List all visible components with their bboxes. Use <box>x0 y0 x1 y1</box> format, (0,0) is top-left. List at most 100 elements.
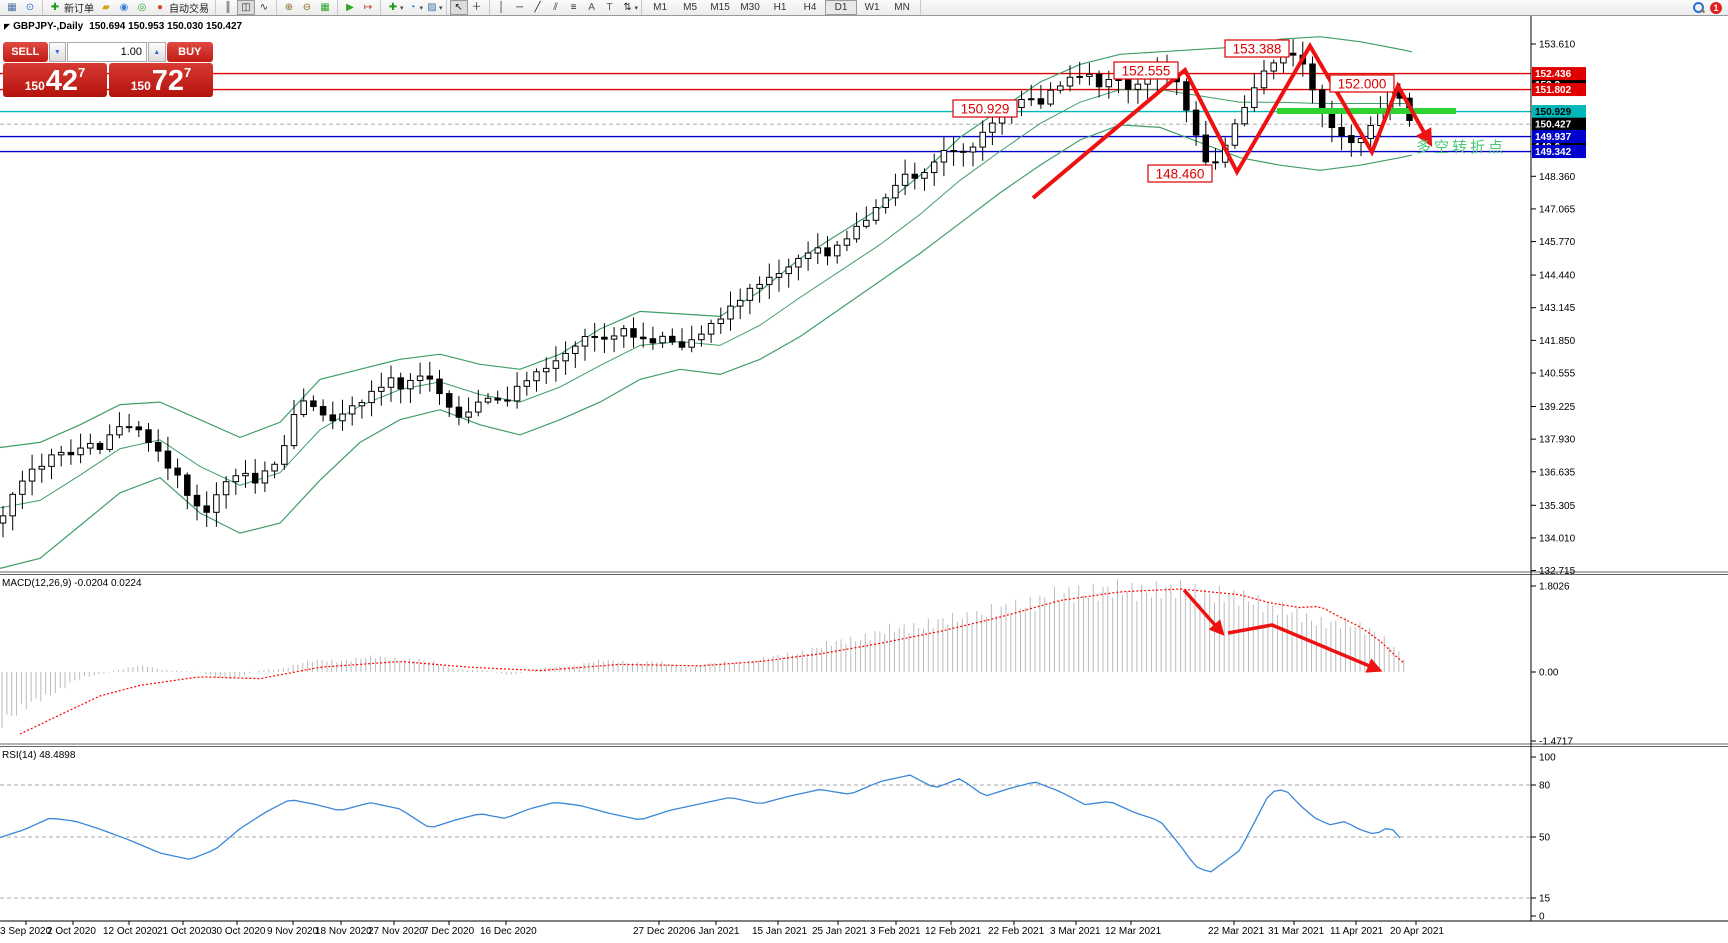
price-badge-text: 150.929 <box>1535 107 1572 118</box>
timeframe-button-M5[interactable]: M5 <box>683 2 698 13</box>
buy-price-button[interactable]: 150 72 7 <box>109 63 213 97</box>
date-label: 27 Dec 2020 <box>633 926 690 937</box>
macd-pane-label: MACD(12,26,9) -0.0204 0.0224 <box>2 578 142 589</box>
toolbar-group: ✚ ▾ ◔ ▾ ▨ ▾ <box>381 0 447 15</box>
new-order-icon-label[interactable]: 新订单 <box>64 4 94 15</box>
price-callout-box[interactable] <box>1113 61 1179 80</box>
trend-zigzag-annotation[interactable] <box>1031 42 1433 200</box>
candlestick-series <box>0 39 1413 538</box>
market-icon[interactable]: ● <box>156 2 164 13</box>
price-tick-label: 144.440 <box>1539 271 1576 282</box>
buy-price-prefix: 150 <box>130 79 151 93</box>
price-tick-label: 137.930 <box>1539 435 1576 446</box>
gold-bar-icon[interactable]: ▰ <box>102 2 110 13</box>
price-callout-box[interactable] <box>1329 74 1395 93</box>
tile-windows-icon[interactable]: ▦ <box>320 2 330 13</box>
price-callout-text: 152.000 <box>1338 77 1387 92</box>
macd-tick-label: -1.4717 <box>1539 737 1573 748</box>
price-callout-box[interactable] <box>1224 39 1290 58</box>
price-badge <box>1532 130 1586 144</box>
label-icon[interactable]: T <box>606 2 613 13</box>
sell-button[interactable]: SELL <box>3 42 48 62</box>
symbol-line: ◤ GBPJPY-,Daily 150.694 150.953 150.030 15… <box>4 21 242 32</box>
buy-button[interactable]: BUY <box>166 42 213 62</box>
date-label: 3 Mar 2021 <box>1050 926 1101 937</box>
rsi-line <box>0 774 1401 873</box>
indicators-icon-dropdown[interactable]: ▾ <box>400 4 404 12</box>
arrows-icon[interactable]: ⇅ <box>623 2 632 13</box>
auto-scroll-icon[interactable]: ▶ <box>346 2 354 13</box>
timeframe-button-M15[interactable]: M15 <box>710 2 730 13</box>
timeframe-button-M30[interactable]: M30 <box>740 2 760 13</box>
crosshair-icon[interactable]: ＋ <box>471 2 482 13</box>
timeframe-button-H1[interactable]: H1 <box>773 2 787 13</box>
cursor-icon[interactable]: ↖ <box>449 0 468 15</box>
macd-zigzag-annotation-2[interactable] <box>1227 623 1383 673</box>
price-badge <box>1532 117 1586 131</box>
toolbar-group: ▶ ↦ <box>338 0 381 15</box>
toolbar-group: │ ─ ╱ ⫽ ≡ A T ⇅ ▾ <box>490 0 643 15</box>
date-label: 15 Jan 2021 <box>752 926 807 937</box>
window-icon[interactable]: ▦ <box>7 2 17 13</box>
text-icon[interactable]: A <box>588 2 595 13</box>
chart-collapse-icon[interactable]: ◤ <box>4 22 11 31</box>
one-click-trade-panel: SELL ▼ ▲ BUY 150 42 7 150 72 7 <box>3 42 213 97</box>
templates-icon[interactable]: ▨ <box>427 2 437 13</box>
sell-price-button[interactable]: 150 42 7 <box>3 63 107 97</box>
price-tick-label: 140.555 <box>1539 368 1576 379</box>
price-badge-text: 151.802 <box>1535 85 1572 96</box>
price-badge-text: 150.427 <box>1535 120 1572 131</box>
fibonacci-icon[interactable]: ≡ <box>570 2 577 13</box>
timeframe-button-D1[interactable]: D1 <box>825 0 858 15</box>
candlestick-icon[interactable]: ◫ <box>237 0 255 15</box>
community-icon[interactable]: ◉ <box>119 2 129 13</box>
price-callout-box[interactable] <box>952 99 1018 118</box>
timeframe-button-M1[interactable]: M1 <box>653 2 668 13</box>
green-level-segment[interactable] <box>1277 108 1456 114</box>
timeframe-button-W1[interactable]: W1 <box>864 2 880 13</box>
new-order-icon[interactable]: ✚ <box>50 2 60 13</box>
date-label: 22 Mar 2021 <box>1208 926 1265 937</box>
periods-icon[interactable]: ◔ <box>409 2 416 13</box>
zoom-out-icon[interactable]: ⊖ <box>302 2 312 13</box>
notification-badge[interactable]: 1 <box>1710 1 1722 14</box>
date-label: 3 Feb 2021 <box>870 926 921 937</box>
date-label: 22 Feb 2021 <box>988 926 1045 937</box>
date-label: 12 Mar 2021 <box>1105 926 1162 937</box>
sell-price-main: 42 <box>45 65 79 97</box>
market-icon-label[interactable]: 自动交易 <box>169 4 209 15</box>
timeframe-button-MN[interactable]: MN <box>894 2 910 13</box>
price-badge-text: 149.937 <box>1535 132 1572 143</box>
hidden-price-badge <box>1532 141 1586 146</box>
macd-zigzag-annotation-1[interactable] <box>1182 588 1225 636</box>
bar-chart-icon[interactable]: ║ <box>224 2 232 13</box>
find-symbol-icon[interactable]: ⊙ <box>25 2 35 13</box>
vertical-line-icon[interactable]: │ <box>498 2 505 13</box>
templates-icon-dropdown[interactable]: ▾ <box>439 4 443 12</box>
price-tick-label: 134.010 <box>1539 533 1576 544</box>
signals-icon[interactable]: ◎ <box>137 2 147 13</box>
price-callout-box[interactable] <box>1147 164 1213 183</box>
buy-price-pip: 7 <box>184 65 192 80</box>
trendline-icon[interactable]: ╱ <box>534 2 541 13</box>
volume-input[interactable] <box>67 42 148 62</box>
date-label: 16 Dec 2020 <box>480 926 537 937</box>
line-chart-icon[interactable]: ∿ <box>259 2 269 13</box>
price-callout-text: 148.460 <box>1156 167 1205 182</box>
search-icon[interactable] <box>1693 2 1704 13</box>
arrows-icon-dropdown[interactable]: ▾ <box>634 4 639 12</box>
timeframe-button-H4[interactable]: H4 <box>803 2 817 13</box>
price-tick-label: 148.360 <box>1539 172 1576 183</box>
indicators-icon[interactable]: ✚ <box>388 2 398 13</box>
zoom-in-icon[interactable]: ⊕ <box>284 2 294 13</box>
chart-shift-icon[interactable]: ↦ <box>363 2 373 13</box>
volume-increase-button[interactable]: ▲ <box>148 42 166 62</box>
hidden-price-badge <box>1532 80 1586 84</box>
channel-icon[interactable]: ⫽ <box>553 2 558 13</box>
date-label: 12 Oct 2020 <box>103 926 158 937</box>
horizontal-line-icon[interactable]: ─ <box>516 2 524 13</box>
date-label: 11 Apr 2021 <box>1330 926 1384 937</box>
volume-decrease-button[interactable]: ▼ <box>48 42 67 62</box>
periods-icon-dropdown[interactable]: ▾ <box>419 4 424 12</box>
